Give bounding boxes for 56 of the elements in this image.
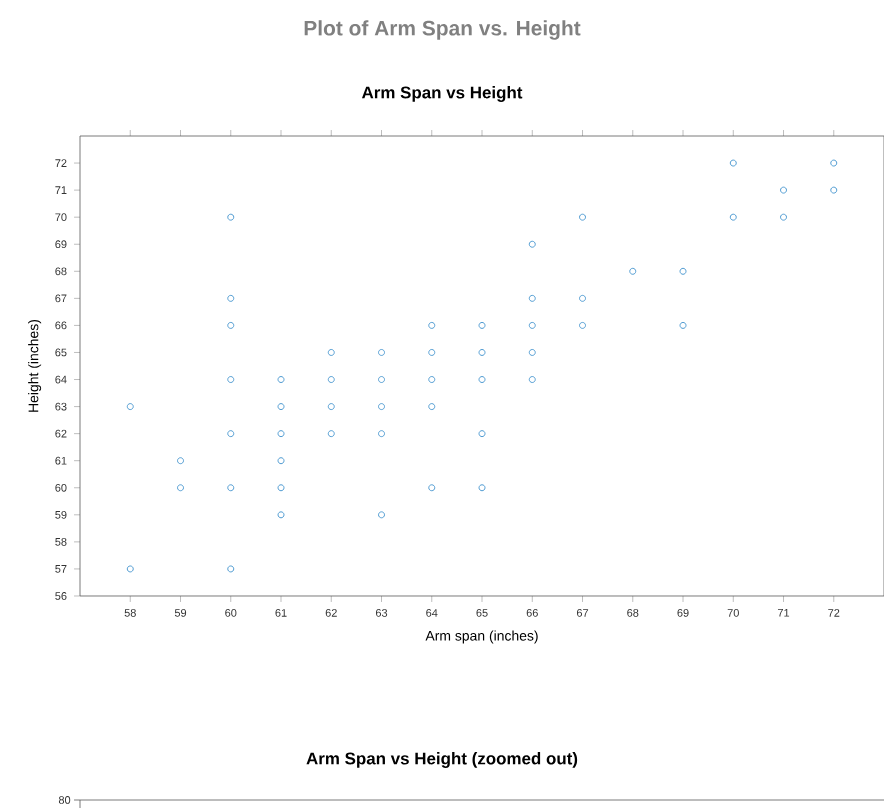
point <box>327 348 335 356</box>
point <box>327 403 335 411</box>
point <box>126 403 134 411</box>
point <box>478 376 486 384</box>
point <box>227 376 235 384</box>
point <box>177 457 184 465</box>
point <box>528 240 536 248</box>
point <box>478 348 486 356</box>
point <box>177 484 184 492</box>
point <box>277 511 285 519</box>
point <box>428 484 436 492</box>
point <box>378 511 385 519</box>
point <box>528 294 536 302</box>
point <box>830 186 838 194</box>
chart-subtitle: Arm Span vs Height <box>361 86 523 102</box>
point <box>428 403 436 411</box>
point <box>277 376 285 384</box>
point <box>729 159 737 167</box>
point <box>729 213 737 221</box>
point <box>277 403 285 411</box>
text: Arm Span vs Height (zoomed out) <box>306 752 578 768</box>
point <box>478 321 486 329</box>
point <box>227 213 235 221</box>
point <box>227 430 235 438</box>
point <box>378 348 385 356</box>
point <box>780 213 787 221</box>
point <box>378 403 385 411</box>
point <box>428 376 436 384</box>
point <box>428 321 436 329</box>
point <box>227 484 235 492</box>
point <box>679 321 687 329</box>
point <box>227 321 235 329</box>
point <box>478 484 486 492</box>
point <box>327 376 335 384</box>
point <box>830 159 838 167</box>
point <box>528 321 536 329</box>
point <box>579 321 586 329</box>
point <box>277 484 285 492</box>
point <box>227 565 235 573</box>
point <box>277 457 285 465</box>
point <box>579 294 586 302</box>
point <box>378 376 385 384</box>
point <box>528 348 536 356</box>
point <box>780 186 787 194</box>
point <box>629 267 637 275</box>
point <box>277 430 285 438</box>
chart-title: Plot of Arm Span vs. Height <box>304 20 581 40</box>
point <box>378 430 385 438</box>
point <box>528 376 536 384</box>
point <box>227 294 235 302</box>
point <box>126 565 134 573</box>
point <box>679 267 687 275</box>
point <box>428 348 436 356</box>
point <box>579 213 586 221</box>
point <box>327 430 335 438</box>
point <box>478 430 486 438</box>
